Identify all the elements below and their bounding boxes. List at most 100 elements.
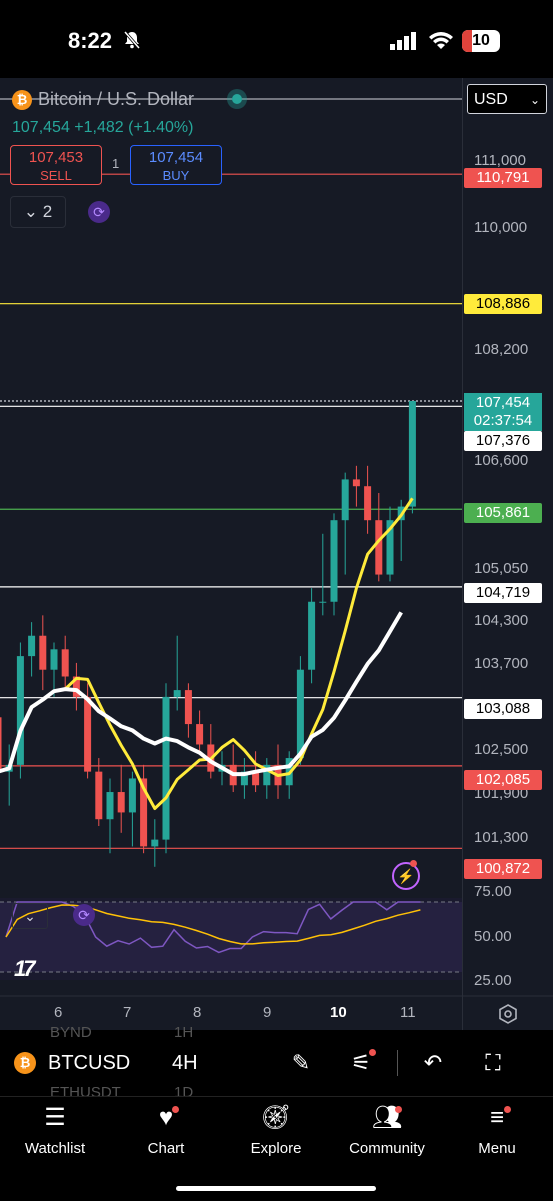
time-axis-label: 8 — [193, 1004, 202, 1021]
bitcoin-icon: ₿ — [14, 1052, 36, 1074]
tab-label: Watchlist — [24, 1140, 86, 1157]
candle-body — [319, 601, 327, 603]
candle-body — [84, 696, 92, 772]
tab-community[interactable]: 👥︎ Community — [342, 1102, 432, 1157]
notification-dot — [410, 860, 417, 867]
rsi-band — [0, 902, 462, 972]
price-change-line: 107,454 +1,482 (+1.40%) — [12, 119, 194, 136]
candle-body — [386, 520, 394, 575]
tab-watchlist[interactable]: ☰ Watchlist — [10, 1102, 100, 1157]
candle-body — [61, 649, 69, 677]
price-axis-label: 102,500 — [474, 741, 529, 758]
rsi-axis-label: 25.00 — [474, 972, 512, 989]
ghost-row: BYND 1H — [50, 1024, 194, 1041]
compass-icon: 🧭︎ — [260, 1104, 292, 1131]
candle-body — [117, 792, 125, 813]
tab-label: Explore — [250, 1140, 302, 1157]
buy-price: 107,454 — [148, 149, 204, 166]
candle-body — [106, 792, 114, 820]
candle-body — [240, 771, 248, 786]
chevron-down-icon: ⌄ — [24, 908, 36, 924]
community-icon: 👥︎ — [371, 1104, 403, 1131]
currency-select[interactable]: USD ⌄ — [467, 84, 547, 114]
chevron-down-icon: ⌄ — [529, 93, 540, 107]
undo-icon[interactable]: ↶ — [423, 1050, 443, 1075]
sync-icon[interactable]: ⟳ — [88, 201, 110, 223]
indicator-count: 2 — [42, 202, 53, 221]
candle-body — [162, 696, 170, 840]
notification-dot — [504, 1106, 511, 1113]
tab-label: Community — [349, 1140, 425, 1157]
price-tag: 108,886 — [464, 294, 542, 314]
rsi-axis-label: 50.00 — [474, 928, 512, 945]
price-tag: 105,861 — [464, 503, 542, 523]
candle-body — [341, 479, 349, 521]
tab-label: Menu — [478, 1140, 516, 1157]
lightning-icon[interactable]: ⚡ — [392, 862, 420, 890]
interval-button[interactable]: 4H — [172, 1052, 198, 1074]
price-axis-label: 108,200 — [474, 341, 529, 358]
chart-icon: ♥ — [158, 1104, 174, 1131]
time-axis-label: 6 — [54, 1004, 63, 1021]
candle-countdown-tag: 02:37:54 — [464, 411, 542, 431]
price-tag: 107,376 — [464, 431, 542, 451]
sell-price: 107,453 — [28, 149, 84, 166]
indicators-collapse-button[interactable]: ⌄ 2 — [10, 196, 66, 228]
candle-body — [39, 635, 47, 670]
indicators-icon[interactable]: ⚟ — [351, 1050, 371, 1075]
battery-icon: 10 — [462, 30, 500, 52]
notification-dot — [369, 1049, 376, 1056]
candlestick-chart[interactable] — [0, 78, 553, 1030]
status-bar — [0, 0, 553, 78]
price-tag: 104,719 — [464, 583, 542, 603]
wifi-icon — [429, 32, 453, 49]
candle-body — [330, 520, 338, 602]
price-axis-label: 111,000 — [474, 152, 526, 169]
spread-value: 1 — [112, 156, 120, 171]
price-axis-label: 105,050 — [474, 560, 529, 577]
candle-body — [50, 649, 58, 670]
menu-icon: ≡ — [489, 1104, 504, 1131]
market-open-icon — [227, 89, 247, 109]
candle-body — [173, 690, 181, 697]
sell-button[interactable]: 107,453 SELL — [10, 145, 102, 185]
candle-body — [364, 486, 372, 521]
chevron-down-icon: ⌄ — [23, 202, 39, 221]
candle-body — [16, 656, 24, 765]
price-axis-label: 104,300 — [474, 612, 529, 629]
rsi-axis-label: 75.00 — [474, 883, 512, 900]
price-axis-label: 101,300 — [474, 829, 529, 846]
rsi-collapse-button[interactable]: ⌄ — [12, 903, 48, 929]
candle-body — [296, 669, 304, 759]
rsi-sync-icon[interactable]: ⟳ — [73, 904, 95, 926]
tab-menu[interactable]: ≡ Menu — [452, 1102, 542, 1157]
tab-chart[interactable]: ♥ Chart — [121, 1102, 211, 1157]
symbol-button[interactable]: BTCUSD — [48, 1052, 131, 1074]
fullscreen-icon[interactable]: ⛶ — [485, 1050, 501, 1075]
drawing-pen-icon[interactable]: ✎ — [291, 1050, 311, 1075]
tradingview-logo: 17 — [14, 956, 36, 981]
settings-icon[interactable] — [498, 1004, 518, 1024]
toolbar-divider — [397, 1050, 398, 1076]
bitcoin-icon: ₿ — [12, 90, 32, 110]
time-axis-label: 7 — [123, 1004, 132, 1021]
price-tag: 103,088 — [464, 699, 542, 719]
price-tag: 110,791 — [464, 168, 542, 188]
tab-bar — [0, 1096, 553, 1201]
candle-body — [375, 520, 383, 575]
signal-icon — [390, 32, 416, 50]
candle-body — [72, 676, 80, 697]
symbol-title[interactable]: Bitcoin / U.S. Dollar — [38, 89, 195, 109]
chart-area[interactable] — [0, 78, 553, 1030]
candle-body — [184, 690, 192, 725]
candle-body — [28, 635, 36, 657]
price-tag: 107,454 — [464, 393, 542, 413]
buy-button[interactable]: 107,454 BUY — [130, 145, 222, 185]
candle-body — [252, 771, 260, 786]
symbol-toolbar — [0, 1032, 553, 1096]
tab-explore[interactable]: 🧭︎ Explore — [231, 1102, 321, 1157]
slow-moving-average-line — [0, 611, 403, 777]
rsi-ma-line — [5, 904, 421, 945]
candle-body — [128, 778, 136, 813]
sell-label: SELL — [40, 168, 72, 183]
